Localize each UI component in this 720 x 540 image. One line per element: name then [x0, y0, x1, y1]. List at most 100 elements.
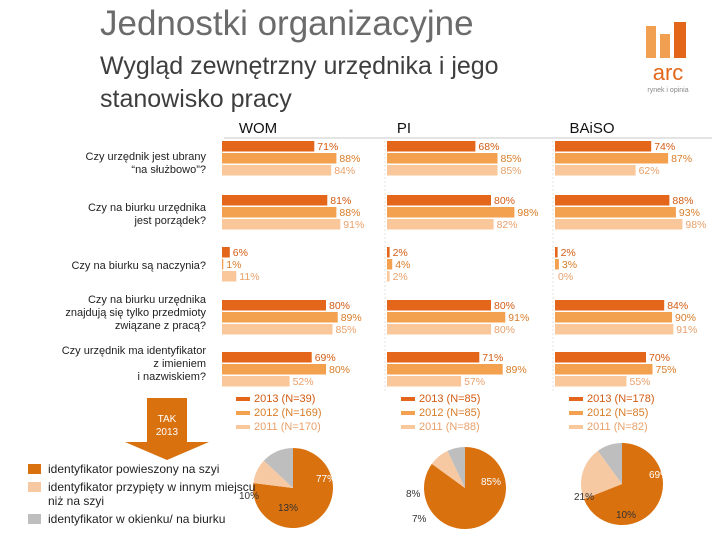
question-label-1-line-1: Czy urzędnik jest ubrany — [86, 151, 207, 163]
page-subtitle: Wygląd zewnętrzny urzędnika i jego stano… — [100, 52, 499, 113]
bar-label-pi-q5-2013: 71% — [482, 352, 503, 364]
bar-baiso-q1-2012 — [555, 153, 669, 164]
bar-label-pi-q2-2012: 98% — [517, 207, 538, 219]
bar-label-pi-q1-2012: 85% — [501, 153, 522, 165]
logo-bar-3 — [674, 22, 686, 58]
question-label-5-line-2: z imieniem — [153, 358, 206, 370]
bar-label-wom-q2-2013: 81% — [330, 195, 351, 207]
bar-label-baiso-q4-2011: 91% — [676, 324, 697, 336]
bar-wom-q5-2013 — [222, 352, 312, 363]
legend-swatch-baiso-2011 — [569, 425, 583, 429]
bar-label-wom-q3-2012: 1% — [226, 259, 241, 271]
pie-legend-label-3: identyfikator w okienku/ na biurku — [48, 512, 226, 526]
arc-logo: arc rynek i opinia — [646, 22, 689, 94]
question-label-4-line-3: związane z pracą? — [115, 320, 206, 332]
bar-pi-q2-2013 — [387, 195, 491, 206]
pie-slice-pi-1 — [423, 447, 506, 529]
bar-label-baiso-q3-2011: 0% — [558, 271, 573, 283]
bar-label-baiso-q4-2012: 90% — [675, 312, 696, 324]
pie-legend-label-2: identyfikator przypięty w innym miejscu … — [48, 480, 256, 508]
tak-label-line-1: TAK — [158, 414, 177, 425]
bar-baiso-q4-2012 — [555, 312, 672, 323]
bar-pi-q3-2011 — [387, 271, 390, 282]
legend-swatch-pi-2013 — [401, 397, 415, 401]
question-label-5-line-1: Czy urzędnik ma identyfikator — [62, 345, 207, 357]
bar-baiso-q1-2013 — [555, 141, 652, 152]
pie-slice-pi-3 — [447, 447, 465, 488]
bar-pi-q5-2012 — [387, 364, 503, 375]
legend-swatch-wom-2011 — [236, 425, 250, 429]
pie-legend-label-1: identyfikator powieszony na szyi — [48, 462, 220, 476]
bar-baiso-q3-2013 — [555, 247, 558, 258]
bar-pi-q1-2013 — [387, 141, 476, 152]
pie-legend-item-3: identyfikator w okienku/ na biurku — [28, 512, 258, 526]
pie-slice-wom-2 — [253, 460, 293, 488]
bar-pi-q4-2012 — [387, 312, 506, 323]
column-header-wom: WOM — [239, 120, 277, 137]
pie-slice-baiso-2 — [581, 450, 622, 500]
bar-label-pi-q3-2011: 2% — [393, 271, 408, 283]
bar-baiso-q2-2011 — [555, 219, 683, 230]
question-label-5-line-3: i nazwiskiem? — [138, 371, 206, 383]
bar-pi-q4-2011 — [387, 324, 491, 335]
bar-wom-q3-2012 — [222, 259, 224, 270]
bar-label-pi-q4-2013: 80% — [494, 300, 515, 312]
bar-label-pi-q3-2013: 2% — [393, 247, 408, 259]
pie-slice-wom-1 — [253, 447, 334, 528]
legend-swatch-wom-2012 — [236, 411, 250, 415]
pie-label-baiso-3: 10% — [616, 510, 636, 521]
pie-label-baiso-1: 69% — [649, 470, 669, 481]
bar-pi-q5-2013 — [387, 352, 480, 363]
bar-wom-q2-2011 — [222, 219, 341, 230]
bar-label-wom-q4-2012: 89% — [341, 312, 362, 324]
bar-label-baiso-q5-2013: 70% — [649, 352, 670, 364]
pie-legend-swatch-3 — [28, 514, 41, 524]
bar-wom-q3-2011 — [222, 271, 237, 282]
bar-wom-q4-2011 — [222, 324, 333, 335]
bar-label-wom-q1-2011: 84% — [334, 165, 355, 177]
bar-label-baiso-q2-2013: 88% — [672, 195, 693, 207]
legend-label-pi-2012: 2012 (N=85) — [419, 407, 480, 419]
question-label-4-line-2: znajdują się tylko przedmioty — [65, 307, 206, 319]
bar-baiso-q5-2011 — [555, 376, 627, 387]
bar-label-wom-q2-2011: 91% — [343, 219, 364, 231]
pie-slice-pi-2 — [431, 450, 465, 488]
pie-legend-item-1: identyfikator powieszony na szyi — [28, 462, 258, 476]
bar-label-pi-q2-2013: 80% — [494, 195, 515, 207]
bar-baiso-q2-2012 — [555, 207, 676, 218]
pie-label-wom-3: 13% — [278, 503, 298, 514]
bar-label-baiso-q1-2012: 87% — [671, 153, 692, 165]
pie-label-pi-1: 85% — [481, 477, 501, 488]
bar-label-baiso-q2-2011: 98% — [685, 219, 706, 231]
bar-label-wom-q3-2011: 11% — [239, 271, 259, 283]
bar-label-baiso-q5-2011: 55% — [630, 376, 651, 388]
bar-label-pi-q2-2011: 82% — [497, 219, 518, 231]
bar-label-baiso-q3-2012: 3% — [562, 259, 577, 271]
legend-label-pi-2011: 2011 (N=88) — [419, 421, 480, 433]
bar-wom-q4-2012 — [222, 312, 338, 323]
pie-label-wom-2: 10% — [239, 491, 259, 502]
bar-pi-q2-2011 — [387, 219, 494, 230]
bar-pi-q4-2013 — [387, 300, 491, 311]
bar-baiso-q4-2013 — [555, 300, 665, 311]
bar-baiso-q5-2012 — [555, 364, 653, 375]
bar-label-baiso-q4-2013: 84% — [667, 300, 688, 312]
bar-label-pi-q1-2011: 85% — [501, 165, 522, 177]
column-header-baiso: BAiSO — [569, 120, 614, 137]
legend-label-baiso-2012: 2012 (N=85) — [587, 407, 648, 419]
bar-label-pi-q5-2011: 57% — [464, 376, 485, 388]
bar-wom-q3-2013 — [222, 247, 230, 258]
pie-legend: identyfikator powieszony na szyi identyf… — [28, 462, 258, 530]
bar-wom-q4-2013 — [222, 300, 326, 311]
bar-wom-q1-2012 — [222, 153, 337, 164]
column-header-pi: PI — [397, 120, 411, 137]
legend-label-wom-2011: 2011 (N=170) — [254, 421, 321, 433]
bar-pi-q2-2012 — [387, 207, 515, 218]
page-title: Jednostki organizacyjne — [100, 4, 474, 43]
logo-subtext: rynek i opinia — [647, 87, 688, 94]
bar-label-wom-q4-2013: 80% — [329, 300, 350, 312]
bar-wom-q2-2013 — [222, 195, 328, 206]
tak-label-line-2: 2013 — [156, 427, 179, 438]
bar-pi-q5-2011 — [387, 376, 462, 387]
